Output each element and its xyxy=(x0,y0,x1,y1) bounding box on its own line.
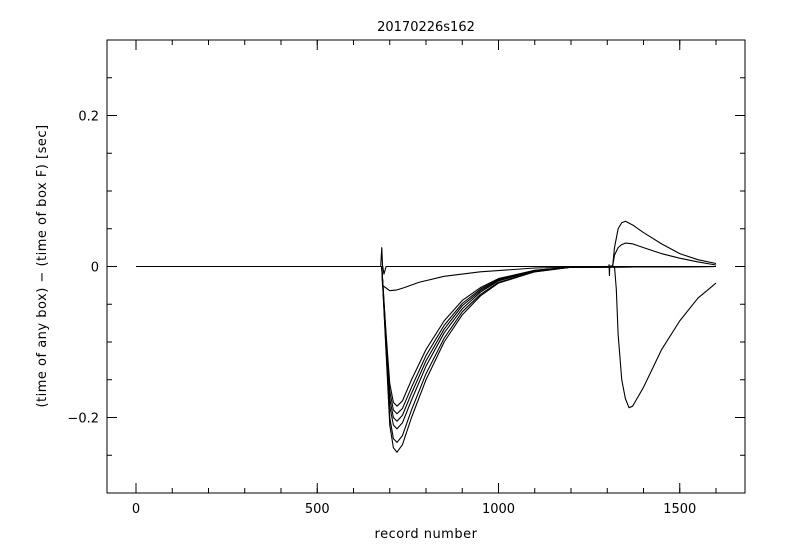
y-tick-label: −0.2 xyxy=(67,412,99,427)
series-line-4 xyxy=(136,265,717,422)
y-tick-label: 0.2 xyxy=(78,110,99,125)
series-line-9 xyxy=(607,220,717,268)
major-ticks xyxy=(107,40,745,493)
series-line-10 xyxy=(607,242,717,268)
x-tick-labels: 0 500 1000 1500 xyxy=(132,502,696,517)
x-tick-label: 1500 xyxy=(663,502,696,517)
series-line-3 xyxy=(136,265,717,415)
y-axis-title: (time of any box) − (time of box F) [sec… xyxy=(35,124,50,407)
series-line-1 xyxy=(136,265,716,292)
chart-title: 20170226s162 xyxy=(377,20,475,35)
series-line-2 xyxy=(136,265,717,407)
x-tick-label: 1000 xyxy=(482,502,515,517)
x-axis-title: record number xyxy=(375,527,478,542)
y-tick-label: 0 xyxy=(91,261,99,276)
series-line-5 xyxy=(136,265,717,430)
x-tick-label: 500 xyxy=(305,502,330,517)
x-tick-label: 0 xyxy=(132,502,140,517)
series-line-11 xyxy=(607,265,717,409)
series-line-6 xyxy=(136,265,717,443)
series-line-12 xyxy=(608,264,611,277)
series-layer xyxy=(136,220,717,453)
y-tick-labels: −0.2 0 0.2 xyxy=(67,110,99,427)
series-line-8 xyxy=(136,247,716,275)
series-line-7 xyxy=(136,265,717,453)
